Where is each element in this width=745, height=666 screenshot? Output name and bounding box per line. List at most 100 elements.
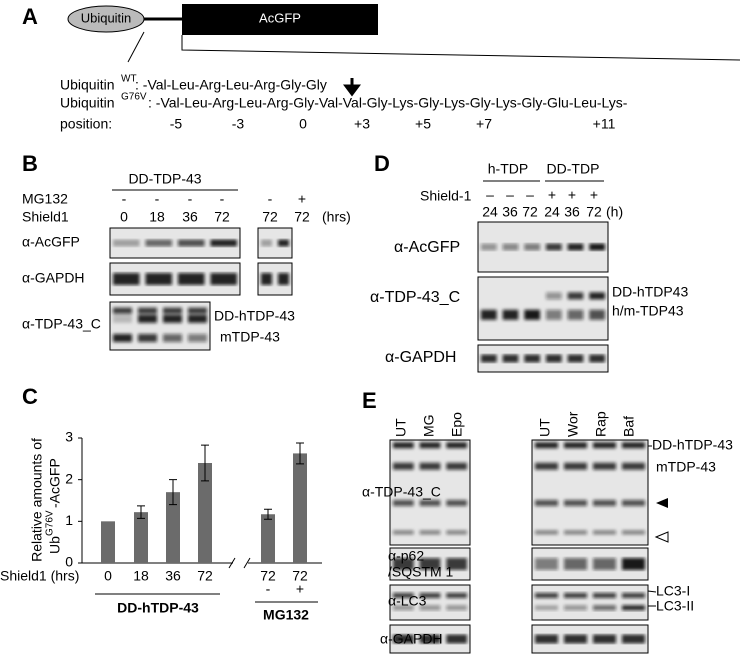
band bbox=[535, 634, 558, 644]
panel-letter: E bbox=[362, 388, 377, 413]
band-label: LC3-I bbox=[656, 583, 690, 599]
bar bbox=[101, 521, 115, 563]
band bbox=[564, 634, 587, 644]
position-label: position: bbox=[60, 116, 112, 132]
time: 24 bbox=[544, 204, 560, 220]
band-label: DD-hTDP43 bbox=[612, 284, 688, 300]
acgfp-label: AcGFP bbox=[259, 10, 301, 25]
band bbox=[622, 442, 645, 449]
bar bbox=[166, 492, 180, 563]
band bbox=[481, 243, 497, 251]
blot-bands bbox=[393, 634, 467, 644]
band bbox=[535, 530, 558, 535]
band bbox=[622, 605, 645, 611]
band bbox=[278, 239, 289, 247]
band bbox=[546, 354, 562, 363]
band bbox=[481, 354, 497, 363]
band bbox=[138, 334, 157, 342]
y-label-part: -AcGFP bbox=[47, 458, 63, 508]
band bbox=[622, 530, 645, 535]
band bbox=[163, 334, 182, 342]
cleavage-arrow bbox=[343, 78, 361, 97]
y-tick-label: 1 bbox=[65, 512, 73, 528]
time: 72 bbox=[586, 204, 602, 220]
band bbox=[446, 605, 467, 611]
blot-label: α-TDP-43_C bbox=[22, 316, 101, 332]
time: 36 bbox=[502, 204, 518, 220]
band bbox=[567, 292, 584, 300]
time: 24 bbox=[482, 204, 498, 220]
band bbox=[113, 334, 132, 342]
band bbox=[564, 462, 587, 470]
sign: – bbox=[506, 187, 514, 203]
lane-label: Baf bbox=[621, 416, 637, 437]
band bbox=[188, 314, 207, 323]
unit: (h) bbox=[606, 204, 623, 220]
band bbox=[138, 314, 157, 323]
x-tick-label: 72 bbox=[260, 568, 276, 584]
blot-label: α-LC3 bbox=[388, 593, 427, 609]
time: 72 bbox=[214, 209, 230, 225]
time: 18 bbox=[149, 209, 165, 225]
band bbox=[113, 307, 132, 314]
band-label: DD-hTDP-43 bbox=[652, 437, 733, 453]
lane-label: Wor bbox=[565, 411, 581, 437]
band bbox=[446, 530, 467, 535]
y-label-sup: G76V bbox=[45, 510, 56, 536]
band bbox=[535, 500, 558, 506]
sign: + bbox=[568, 187, 576, 203]
band bbox=[524, 243, 540, 251]
sign: - bbox=[266, 581, 271, 597]
sign: + bbox=[590, 187, 598, 203]
time: 36 bbox=[564, 204, 580, 220]
blot-bands bbox=[261, 239, 289, 247]
bar bbox=[261, 514, 275, 563]
error-bar bbox=[264, 508, 272, 520]
bar bbox=[293, 453, 307, 563]
group-label: MG132 bbox=[263, 607, 309, 623]
band-label: mTDP-43 bbox=[656, 459, 716, 475]
band bbox=[178, 273, 205, 285]
error-bar bbox=[201, 444, 209, 482]
sign: - bbox=[122, 191, 127, 207]
band bbox=[393, 634, 414, 644]
time: 0 bbox=[120, 209, 128, 225]
band bbox=[502, 243, 519, 251]
y-label-line: Relative amounts of bbox=[29, 438, 45, 562]
position: 0 bbox=[299, 116, 307, 132]
row-label: Shield-1 bbox=[420, 188, 472, 204]
band bbox=[393, 442, 414, 449]
panel-letter: D bbox=[374, 151, 390, 176]
band bbox=[261, 273, 272, 285]
band bbox=[593, 500, 616, 506]
panel-letter: B bbox=[22, 151, 38, 176]
position: +11 bbox=[593, 116, 616, 132]
bar bbox=[134, 512, 148, 563]
band bbox=[622, 500, 645, 506]
band bbox=[535, 605, 558, 611]
blot-label: α-AcGFP bbox=[394, 239, 460, 256]
sign: - bbox=[155, 191, 160, 207]
band bbox=[524, 309, 540, 320]
lane-label: Epo bbox=[449, 412, 465, 437]
band bbox=[419, 500, 441, 506]
band bbox=[163, 307, 182, 314]
sequence: : -Val-Leu-Arg-Leu-Arg-Gly-Gly bbox=[135, 77, 327, 93]
band bbox=[393, 558, 414, 570]
blot-bands bbox=[393, 442, 467, 535]
band bbox=[535, 462, 558, 470]
blot-label: α-TDP-43_C bbox=[362, 484, 441, 500]
band bbox=[188, 307, 207, 314]
band bbox=[567, 309, 584, 320]
sign: - bbox=[268, 191, 273, 207]
lane-label: MG bbox=[421, 414, 437, 437]
blot-bands bbox=[393, 593, 467, 611]
ubiquitin-label: Ubiquitin bbox=[81, 10, 132, 25]
row-label: Shield1 bbox=[22, 209, 69, 225]
time: 72 bbox=[262, 209, 278, 225]
sign: - bbox=[220, 191, 225, 207]
blot-bands bbox=[535, 593, 645, 611]
band bbox=[535, 442, 558, 449]
band-label: DD-hTDP-43 bbox=[214, 308, 295, 324]
y-tick-label: 0 bbox=[65, 554, 73, 570]
